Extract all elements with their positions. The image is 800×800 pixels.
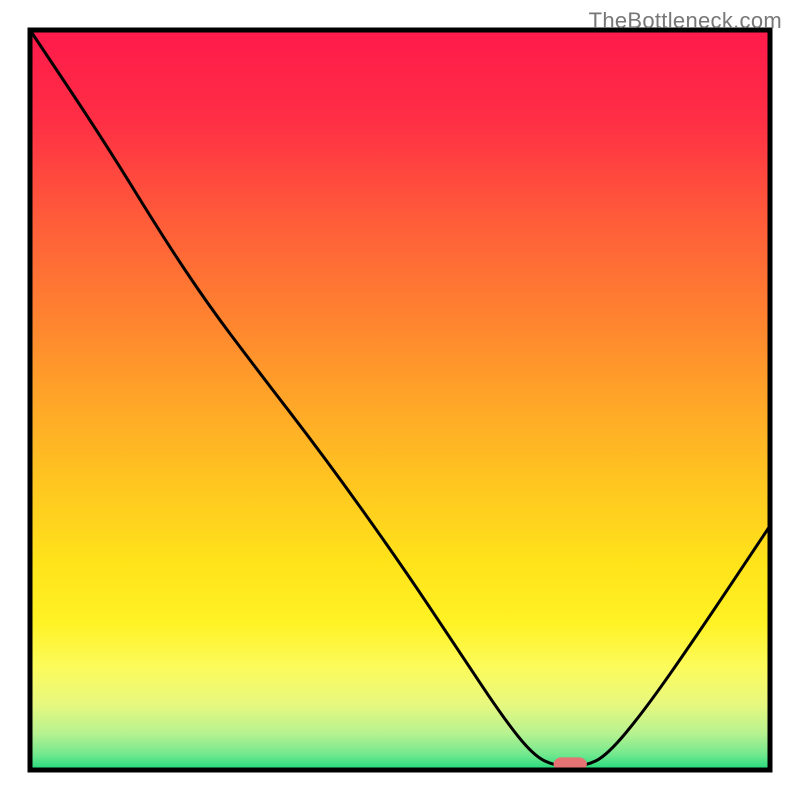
chart-container: TheBottleneck.com xyxy=(0,0,800,800)
plot-background xyxy=(30,30,770,770)
watermark-text: TheBottleneck.com xyxy=(589,8,782,34)
bottleneck-chart xyxy=(0,0,800,800)
